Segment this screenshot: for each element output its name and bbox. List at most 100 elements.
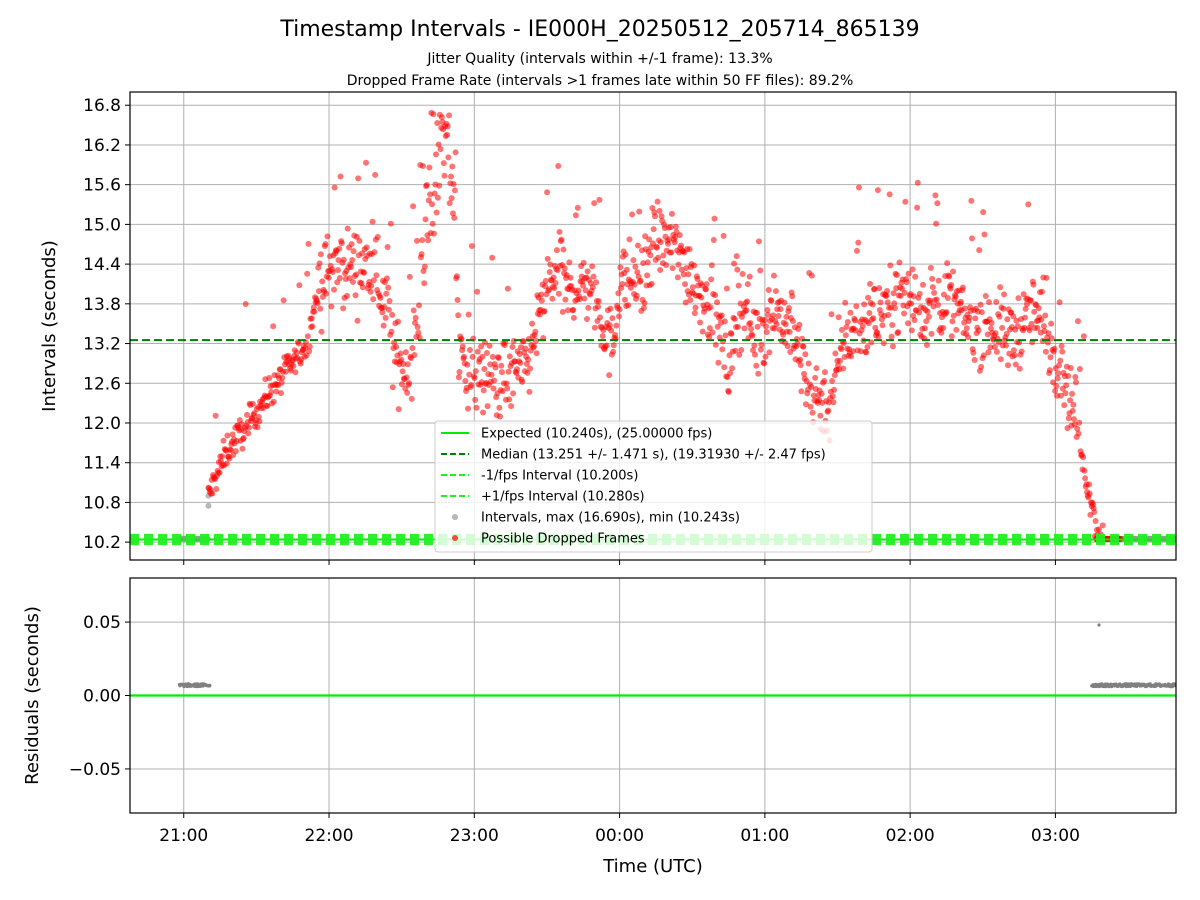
dropped-frame-point	[838, 346, 845, 353]
dropped-frame-point	[712, 341, 719, 348]
dropped-frame-point	[644, 259, 651, 266]
dropped-frame-point	[486, 342, 493, 349]
dropped-frame-point	[1053, 382, 1060, 389]
dropped-frame-point	[255, 413, 262, 420]
dropped-frame-point	[308, 315, 315, 322]
dropped-frame-point	[953, 326, 960, 333]
legend-dot-swatch	[452, 514, 458, 520]
dropped-frame-point	[479, 353, 486, 360]
dropped-frame-point	[625, 302, 632, 309]
dropped-frame-point	[441, 172, 448, 179]
dropped-frame-point	[831, 386, 838, 393]
dropped-frame-point	[891, 305, 898, 312]
dropped-frame-point	[961, 305, 968, 312]
dropped-frame-point	[1095, 526, 1102, 533]
dropped-frame-point	[646, 236, 653, 243]
dropped-frame-point	[708, 262, 715, 269]
dropped-frame-point	[965, 334, 972, 341]
dropped-frame-point	[232, 448, 239, 455]
dropped-frame-point	[464, 405, 471, 412]
dropped-frame-point	[429, 201, 436, 208]
dropped-frame-point	[538, 297, 545, 304]
dropped-frame-point	[444, 123, 451, 130]
dropped-frame-point	[340, 305, 347, 312]
dropped-frame-point	[229, 431, 236, 438]
dropped-frame-point	[706, 325, 713, 332]
dropped-frame-point	[328, 303, 335, 310]
dropped-frame-point	[719, 346, 726, 353]
dropped-frame-point	[786, 328, 793, 335]
legend-dot-swatch	[452, 535, 458, 541]
dropped-frame-point	[904, 320, 911, 327]
dropped-frame-point	[609, 315, 616, 322]
dropped-frame-point	[682, 281, 689, 288]
dropped-frame-point	[723, 285, 730, 292]
dropped-frame-point	[593, 279, 600, 286]
dropped-frame-point	[1071, 416, 1078, 423]
dropped-frame-point	[404, 361, 411, 368]
dropped-frame-point	[268, 388, 275, 395]
dropped-frame-point	[857, 348, 864, 355]
dropped-frame-point	[821, 369, 828, 376]
dropped-frame-point	[895, 329, 902, 336]
dropped-frame-point	[685, 271, 692, 278]
dropped-frame-point	[1075, 430, 1082, 437]
dropped-frame-point	[487, 361, 494, 368]
dropped-frame-point	[1069, 390, 1076, 397]
dropped-frame-point	[410, 203, 417, 210]
dropped-frame-point	[419, 163, 426, 170]
dropped-frame-point	[669, 265, 676, 272]
intervals-y-tick-label: 11.4	[83, 454, 121, 474]
dropped-frame-point	[843, 323, 850, 330]
dropped-frame-point	[948, 333, 955, 340]
dropped-frame-point	[739, 271, 746, 278]
dropped-frame-point	[446, 200, 453, 207]
dropped-frame-point	[800, 343, 807, 350]
dropped-frame-point	[929, 284, 936, 291]
dropped-frame-point	[297, 360, 304, 367]
dropped-frame-point	[755, 370, 762, 377]
dropped-frame-point	[377, 294, 384, 301]
dropped-frame-point	[480, 387, 487, 394]
dropped-frame-point	[976, 247, 983, 254]
dropped-frame-point	[1067, 364, 1074, 371]
dropped-frame-point	[437, 146, 444, 153]
dropped-frame-point	[302, 344, 309, 351]
dropped-frame-point	[398, 381, 405, 388]
dropped-frame-point	[986, 299, 993, 306]
dropped-frame-point	[680, 271, 687, 278]
dropped-frame-point	[761, 316, 768, 323]
dropped-frame-point	[1010, 347, 1017, 354]
dropped-frame-point	[304, 333, 311, 340]
dropped-frame-point	[583, 315, 590, 322]
dropped-frame-point	[395, 318, 402, 325]
dropped-frame-point	[599, 332, 606, 339]
dropped-frame-point	[728, 330, 735, 337]
intervals-y-tick-label: 16.2	[83, 136, 121, 156]
dropped-frame-point	[844, 319, 851, 326]
dropped-frame-point	[731, 315, 738, 322]
dropped-frame-point	[825, 407, 832, 414]
dropped-frame-point	[702, 286, 709, 293]
dropped-frame-point	[438, 114, 445, 121]
dropped-frame-point	[556, 228, 563, 235]
dropped-frame-point	[432, 151, 439, 158]
dropped-frame-point	[773, 321, 780, 328]
dropped-frame-point	[910, 293, 917, 300]
dropped-frame-point	[1059, 348, 1066, 355]
dropped-frame-point	[596, 196, 603, 203]
dropped-frame-point	[940, 291, 947, 298]
dropped-frame-point	[1048, 320, 1055, 327]
dropped-frame-point	[694, 275, 701, 282]
dropped-frame-point	[224, 432, 231, 439]
dropped-frame-point	[1081, 467, 1088, 474]
dropped-frame-point	[529, 320, 536, 327]
dropped-frame-point	[413, 237, 420, 244]
dropped-frame-point	[227, 447, 234, 454]
dropped-frame-point	[931, 289, 938, 296]
dropped-frame-point	[514, 366, 521, 373]
dropped-frame-point	[718, 312, 725, 319]
dropped-frame-point	[733, 253, 740, 260]
dropped-frame-point	[278, 390, 285, 397]
dropped-frame-point	[363, 159, 370, 166]
